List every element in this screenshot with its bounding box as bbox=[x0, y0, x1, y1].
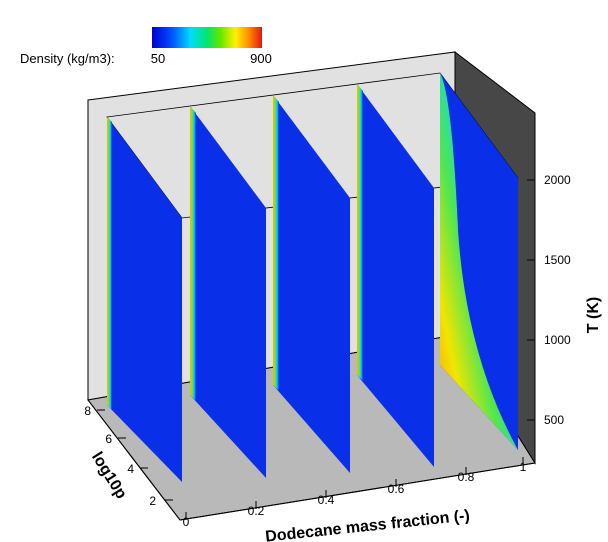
x-tick-label: 0.8 bbox=[458, 470, 475, 484]
x-tick-label: 0.2 bbox=[248, 504, 265, 518]
colorbar-min-label: 50 bbox=[151, 51, 165, 66]
x-axis-line bbox=[179, 462, 536, 521]
z-tick-label: 1000 bbox=[544, 333, 571, 347]
x-tick-label: 0.4 bbox=[318, 493, 335, 507]
slice-x-0.5 bbox=[273, 95, 350, 473]
y-tick-label: 8 bbox=[84, 404, 91, 418]
z-tick-label: 500 bbox=[544, 413, 564, 427]
slice-x-0 bbox=[107, 117, 182, 482]
z-tick-label: 1500 bbox=[544, 253, 571, 267]
colorbar: Density (kg/m3): 50 900 bbox=[20, 27, 272, 66]
z-axis-label: T (K) bbox=[585, 297, 602, 333]
x-tick-label: 0 bbox=[183, 515, 190, 529]
colorbar-max-label: 900 bbox=[250, 51, 272, 66]
slice-x-0.75 bbox=[357, 84, 434, 467]
y-tick-label: 4 bbox=[127, 462, 134, 476]
y-axis-label: log10p bbox=[88, 449, 130, 502]
y-axis-ticks: 2 4 6 8 bbox=[84, 404, 173, 508]
colorbar-gradient bbox=[152, 27, 262, 48]
y-tick-label: 2 bbox=[149, 494, 156, 508]
z-axis-ticks: 2000 1500 1000 500 bbox=[527, 173, 571, 427]
density-slices bbox=[107, 73, 518, 482]
y-tick-label: 6 bbox=[105, 432, 112, 446]
z-tick-label: 2000 bbox=[544, 173, 571, 187]
x-tick-label: 0.6 bbox=[388, 482, 405, 496]
x-axis-ticks: 0 0.2 0.4 0.6 0.8 1 bbox=[183, 457, 527, 529]
slice-x-0.25 bbox=[190, 106, 266, 478]
x-axis-label: Dodecane mass fraction (-) bbox=[265, 507, 471, 542]
colorbar-label: Density (kg/m3): bbox=[20, 51, 115, 66]
y-axis-line bbox=[87, 399, 181, 521]
axes bbox=[87, 113, 536, 521]
x-tick-label: 1 bbox=[520, 460, 527, 474]
slice-x-1 bbox=[440, 73, 518, 450]
